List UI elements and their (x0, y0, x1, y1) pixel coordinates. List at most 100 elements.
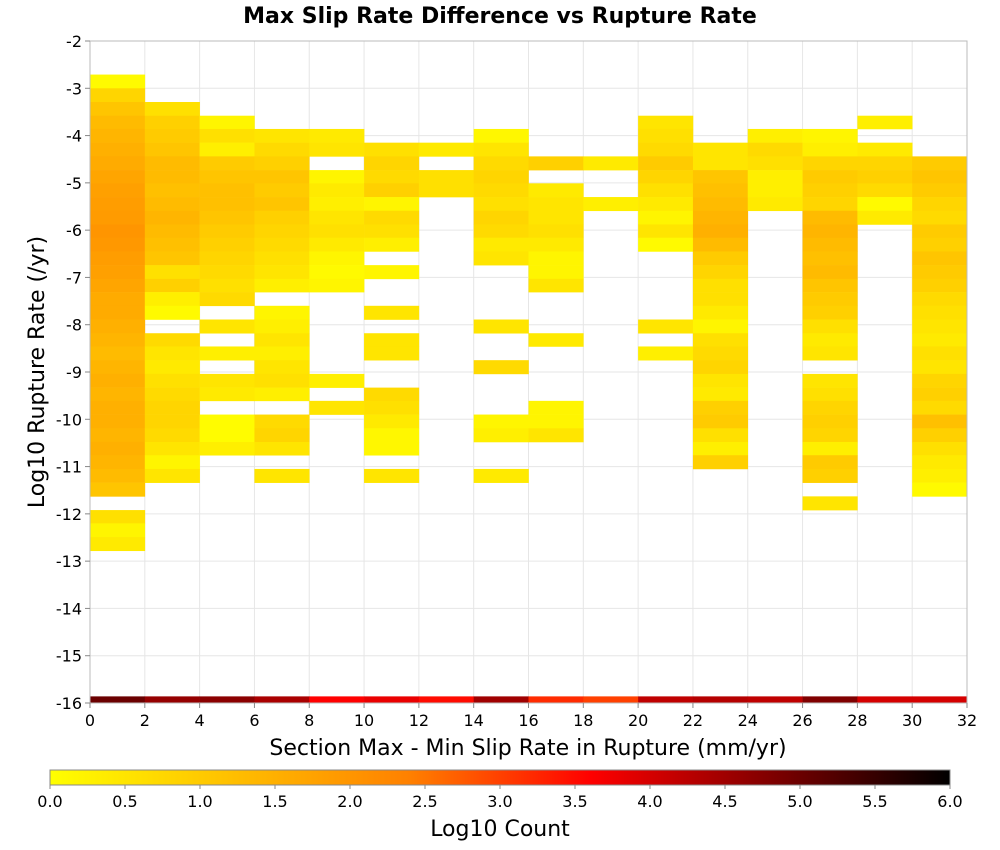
heatmap-cell (747, 183, 803, 198)
heatmap-cell (254, 696, 310, 704)
heatmap-cell (802, 387, 858, 402)
heatmap-cell (692, 170, 749, 184)
heatmap-cell (364, 156, 420, 171)
heatmap-cell (857, 696, 913, 704)
heatmap-cell (144, 346, 200, 361)
heatmap-cell (802, 696, 858, 704)
heatmap-cell (912, 156, 968, 171)
heatmap-cell (254, 373, 310, 388)
heatmap-cell (802, 292, 858, 307)
heatmap-cell (528, 197, 584, 212)
heatmap-cell (802, 210, 858, 225)
heatmap-cell (254, 251, 310, 266)
heatmap-cell (912, 387, 968, 402)
heatmap-cell (912, 251, 968, 266)
heatmap-cell (692, 400, 749, 415)
heatmap-cell (364, 265, 420, 280)
heatmap-cell (144, 373, 200, 388)
heatmap-cell (583, 197, 639, 212)
colorbar-tick-label: 2.0 (337, 792, 362, 811)
heatmap-cell (583, 696, 639, 704)
colorbar-ticks: 0.0 0.5 1.0 1.5 2.0 2.5 3.0 3.5 4.0 4.5 5.0 5.5 6.0 (37, 785, 963, 811)
heatmap-cell (254, 197, 310, 212)
heatmap-cell (857, 115, 913, 130)
heatmap-cell (802, 305, 858, 320)
heatmap-cell (90, 373, 146, 388)
heatmap-cell (199, 428, 255, 443)
heatmap-cell (364, 441, 420, 456)
heatmap-cell (254, 441, 310, 456)
y-tick-label: -13 (56, 552, 82, 571)
heatmap-cell (364, 224, 420, 239)
heatmap-cell (802, 128, 858, 143)
heatmap-cell (638, 696, 694, 704)
heatmap-cell (90, 292, 146, 307)
heatmap-cell (144, 428, 200, 443)
heatmap-cell (364, 142, 420, 157)
heatmap-cell (747, 142, 803, 157)
colorbar-tick-label: 0.0 (37, 792, 62, 811)
heatmap-cell (692, 292, 749, 307)
heatmap-cell (692, 305, 749, 320)
heatmap-cell (473, 319, 529, 334)
colorbar-label: Log10 Count (430, 817, 570, 842)
heatmap-cell (90, 346, 146, 361)
heatmap-cell (473, 237, 529, 252)
heatmap-cell (473, 224, 529, 239)
heatmap-cell (473, 170, 529, 184)
heatmap-cell (144, 210, 200, 225)
heatmap-cell (144, 360, 200, 375)
heatmap-cell (802, 183, 858, 198)
heatmap-cell (528, 224, 584, 239)
heatmap-cell (199, 224, 255, 239)
heatmap-cell (528, 278, 584, 293)
heatmap-cell (90, 305, 146, 320)
heatmap-cell (418, 142, 474, 157)
x-tick-label: 16 (518, 711, 538, 730)
heatmap-cell (144, 156, 200, 171)
heatmap-cell (199, 183, 255, 198)
heatmap-cell (528, 183, 584, 198)
heatmap-cell (90, 251, 146, 266)
heatmap-cell (144, 387, 200, 402)
heatmap-cell (638, 128, 694, 143)
heatmap-cell (528, 696, 584, 704)
heatmap-cell (692, 696, 749, 704)
heatmap-cell (90, 237, 146, 252)
heatmap-cell (802, 251, 858, 266)
heatmap-cell (802, 237, 858, 252)
heatmap-cell (144, 251, 200, 266)
heatmap-cell (254, 333, 310, 347)
heatmap-cell (364, 468, 420, 483)
x-axis-ticks: 0 2 4 6 8 10 12 14 16 18 20 22 24 26 28 30 32 (85, 703, 977, 730)
heatmap-cell (199, 373, 255, 388)
heatmap-cell (473, 428, 529, 443)
heatmap-cell (364, 210, 420, 225)
heatmap-cell (802, 224, 858, 239)
heatmap-cell (473, 360, 529, 375)
heatmap-cell (692, 360, 749, 375)
heatmap-cell (199, 115, 255, 130)
heatmap-cell (199, 156, 255, 171)
heatmap-cell (90, 265, 146, 280)
heatmap-cell (309, 224, 365, 239)
y-tick-label: -8 (66, 316, 82, 335)
heatmap-cell (747, 696, 803, 704)
heatmap-cell (473, 210, 529, 225)
x-tick-label: 30 (902, 711, 922, 730)
x-tick-label: 0 (85, 711, 95, 730)
x-tick-label: 32 (957, 711, 977, 730)
heatmap-cell (692, 237, 749, 252)
heatmap-cell (692, 428, 749, 443)
heatmap-cell (473, 696, 529, 704)
heatmap-cell (473, 142, 529, 157)
x-tick-label: 18 (573, 711, 593, 730)
heatmap-cell (309, 170, 365, 184)
heatmap-cell (309, 373, 365, 388)
heatmap-cell (90, 319, 146, 334)
heatmap-cell (364, 170, 420, 184)
heatmap-cell (802, 428, 858, 443)
heatmap-cell (144, 265, 200, 280)
heatmap-cell (144, 468, 200, 483)
heatmap-cell (857, 183, 913, 198)
